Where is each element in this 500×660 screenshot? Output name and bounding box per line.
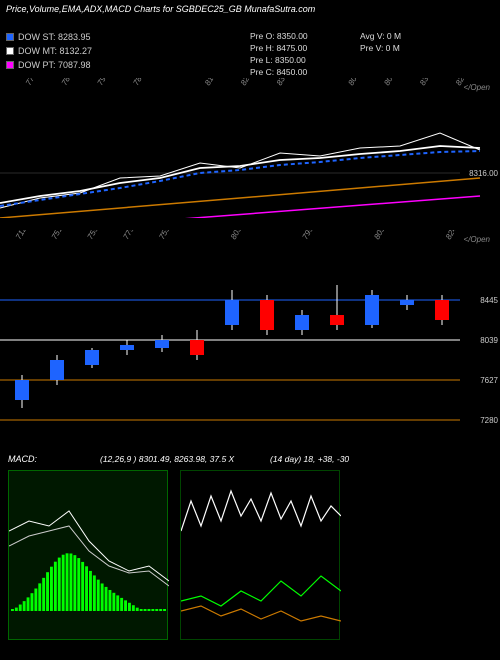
legend-label: DOW ST: 8283.95 [18, 30, 91, 44]
svg-text:8335: 8335 [418, 78, 435, 87]
svg-text:7592: 7592 [157, 230, 174, 241]
svg-text:7518: 7518 [50, 230, 67, 241]
svg-text:7890: 7890 [131, 78, 148, 87]
svg-text:8445: 8445 [480, 296, 498, 305]
legend-item: DOW PT: 7087.98 [6, 58, 92, 72]
svg-text:7885: 7885 [60, 78, 77, 87]
macd-histogram-chart [8, 470, 168, 640]
svg-text:</Open: </Open [464, 235, 491, 244]
legend-item: DOW MT: 8132.27 [6, 44, 92, 58]
svg-text:7590: 7590 [86, 230, 103, 241]
legend-swatch [6, 61, 14, 69]
legend-label: DOW MT: 8132.27 [18, 44, 92, 58]
svg-text:8235: 8235 [239, 78, 256, 87]
legend-label: DOW PT: 7087.98 [18, 58, 91, 72]
chart-title: Price,Volume,EMA,ADX,MACD Charts for SGB… [6, 4, 315, 14]
price-chart: 7700 7885 7945 7890 8101 8235 8350 8098 8045 8335… [0, 78, 500, 218]
svg-text:8249: 8249 [444, 230, 461, 241]
svg-text:7128: 7128 [14, 230, 31, 241]
svg-text:8045: 8045 [382, 78, 399, 87]
macd-label: MACD: [8, 454, 37, 464]
svg-text:8035: 8035 [229, 230, 246, 241]
adx-chart [180, 470, 340, 640]
svg-text:7945: 7945 [96, 78, 113, 87]
volume-info: Avg V: 0 MPre V: 0 M [360, 30, 401, 54]
svg-text:8039: 8039 [480, 336, 498, 345]
legend-item: DOW ST: 8283.95 [6, 30, 92, 44]
svg-text:7799: 7799 [121, 230, 138, 241]
legend-swatch [6, 33, 14, 41]
macd-values-2: (14 day) 18, +38, -30 [270, 454, 349, 464]
svg-text:7280: 7280 [480, 416, 498, 425]
svg-text:7700: 7700 [24, 78, 41, 87]
svg-text:8350: 8350 [275, 78, 292, 87]
svg-text:</Open: </Open [464, 83, 491, 92]
legend: DOW ST: 8283.95DOW MT: 8132.27DOW PT: 70… [6, 30, 92, 72]
svg-text:7627: 7627 [480, 376, 498, 385]
svg-text:7993: 7993 [301, 230, 318, 241]
legend-swatch [6, 47, 14, 55]
candle-chart: </Open 7128 7518 7590 7799 7592 8035 7993 8059 82… [0, 230, 500, 440]
svg-text:8101: 8101 [203, 78, 220, 87]
svg-text:8098: 8098 [346, 78, 363, 87]
svg-text:8316.00: 8316.00 [469, 169, 498, 178]
svg-text:8059: 8059 [372, 230, 389, 241]
ohlc-info: Pre O: 8350.00Pre H: 8475.00Pre L: 8350.… [250, 30, 308, 78]
macd-values-1: (12,26,9 ) 8301.49, 8263.98, 37.5 X [100, 454, 234, 464]
